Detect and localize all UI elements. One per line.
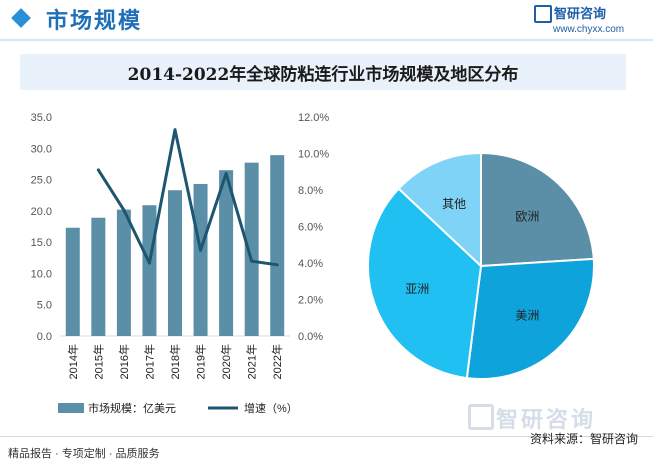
growth-point: [224, 172, 228, 176]
brand-name: 智研咨询: [554, 6, 607, 21]
chart-title-band: [20, 54, 626, 90]
bar: [116, 209, 131, 336]
growth-line: [97, 128, 278, 267]
footer-divider: [0, 436, 653, 437]
x-tick-label: 2020年: [219, 344, 233, 379]
bar: [65, 227, 80, 336]
chart-title: 2014-2022年全球防粘连行业市场规模及地区分布: [127, 65, 519, 85]
x-tick-label: 2014年: [66, 344, 80, 379]
bar: [244, 162, 259, 336]
header-divider: [0, 39, 653, 41]
growth-point: [96, 168, 100, 172]
y-tick-label: 35.0: [31, 112, 52, 124]
x-tick-label: 2021年: [245, 344, 259, 379]
pie-label: 其他: [442, 197, 466, 211]
bar: [142, 205, 157, 336]
page-title: 市场规模: [46, 8, 143, 33]
y-tick-label: 5.0: [37, 300, 52, 312]
growth-point: [173, 128, 177, 132]
x-tick-label: 2017年: [142, 344, 156, 379]
bar: [168, 190, 182, 336]
pie-slice: [397, 151, 482, 269]
brand-logo-icon: [534, 5, 552, 23]
header: 市场规模 智研咨询 www.chyxx.com: [0, 0, 653, 41]
bar: [91, 217, 106, 336]
pie-label: 欧洲: [515, 210, 539, 224]
bar: [193, 183, 208, 336]
x-tick-label: 2018年: [168, 344, 182, 379]
y-tick-label: 15.0: [31, 237, 52, 249]
legend-line-label: 增速（%）: [244, 401, 298, 415]
growth-point: [122, 208, 126, 212]
watermark-text: 智研咨询: [496, 407, 597, 432]
y2-tick-label: 0.0%: [298, 331, 323, 343]
y2-tick-label: 6.0%: [298, 222, 323, 234]
legend-bar-label: 市场规模：亿美元: [88, 401, 176, 415]
x-tick-label: 2019年: [194, 344, 208, 379]
brand-url: www.chyxx.com: [553, 24, 625, 35]
pie-label: 亚洲: [405, 282, 429, 296]
y2-tick-label: 10.0%: [298, 149, 329, 161]
growth-point: [250, 259, 254, 263]
legend-bar-swatch: [58, 403, 84, 413]
y-tick-label: 10.0: [31, 268, 52, 280]
growth-point: [275, 263, 279, 267]
y2-tick-label: 12.0%: [298, 112, 329, 124]
bar: [219, 170, 234, 336]
y2-tick-label: 4.0%: [298, 258, 323, 270]
bar: [270, 155, 285, 336]
y-tick-label: 20.0: [31, 206, 52, 218]
pie-slice: [465, 257, 595, 380]
y2-tick-label: 8.0%: [298, 185, 323, 197]
footer-tagline: 精品报告 · 专项定制 · 品质服务: [8, 448, 160, 460]
pie-slice: [367, 187, 483, 380]
x-tick-label: 2015年: [91, 344, 105, 379]
x-tick-label: 2022年: [270, 344, 284, 379]
y-tick-label: 0.0: [37, 331, 52, 343]
growth-point: [147, 261, 151, 265]
y-tick-label: 25.0: [31, 175, 52, 187]
watermark-logo-icon: [468, 404, 494, 430]
y-tick-label: 30.0: [31, 143, 52, 155]
pie-slice: [480, 151, 595, 268]
source-note: 资料来源：智研咨询: [530, 432, 639, 446]
x-tick-label: 2016年: [117, 344, 131, 379]
growth-point: [199, 248, 203, 252]
y2-tick-label: 2.0%: [298, 295, 323, 307]
pie-label: 美洲: [515, 308, 539, 322]
